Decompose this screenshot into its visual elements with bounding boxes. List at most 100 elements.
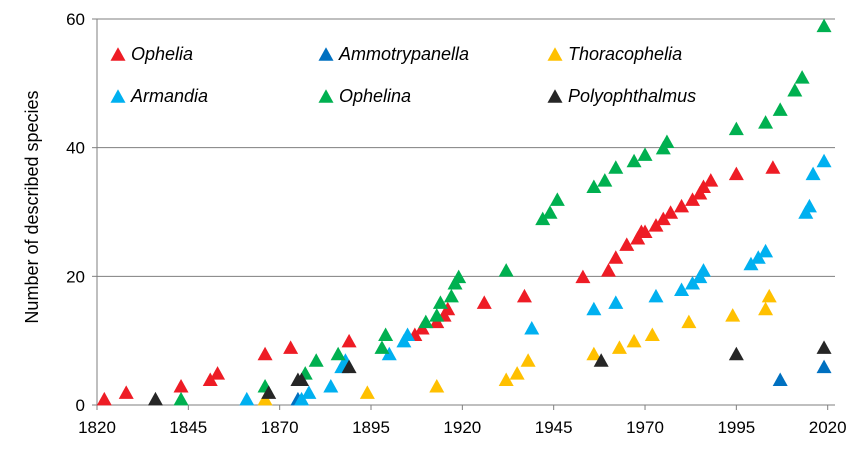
data-point-armandia [323, 378, 339, 393]
x-tick-labels: 1820 1845 1870 1895 1920 1945 1970 1995 2020 [78, 418, 847, 437]
data-point-thoracophelia [681, 314, 697, 329]
data-point-ophelina [586, 179, 602, 194]
data-point-ophelia [283, 340, 299, 354]
data-point-polyophthalmus [593, 353, 609, 367]
data-point-thoracophelia [725, 308, 741, 322]
data-point-thoracophelia [611, 340, 627, 354]
data-point-ophelia [516, 288, 532, 303]
data-point-ophelia [476, 295, 492, 309]
legend-label-thoracophelia: Thoracophelia [568, 44, 682, 64]
data-point-armandia [648, 288, 664, 303]
data-point-ophelia [663, 205, 679, 219]
data-point-ophelia [674, 198, 690, 213]
data-point-armandia [674, 282, 690, 296]
data-point-ophelia [765, 160, 781, 174]
data-point-polyophthalmus [294, 372, 310, 387]
data-point-ophelia [96, 391, 112, 406]
legend-label-polyophthalmus: Polyophthalmus [568, 86, 696, 106]
legend-label-ophelina: Ophelina [339, 86, 411, 106]
data-point-polyophthalmus [728, 346, 744, 361]
data-point-polyophthalmus [147, 391, 163, 406]
y-tick-label: 20 [66, 267, 85, 286]
legend-label-ophelia: Ophelia [131, 44, 193, 64]
data-point-ophelina [794, 70, 810, 84]
data-point-thoracophelia [761, 288, 777, 303]
legend-marker-thoracophelia [547, 47, 563, 61]
x-tick-label: 1920 [443, 418, 481, 437]
data-point-ophelina [429, 308, 445, 322]
data-point-ophelia [608, 250, 624, 264]
data-point-ophelina [330, 346, 346, 361]
legend-marker-ammotrypanella [318, 47, 334, 61]
data-point-thoracophelia [520, 353, 536, 367]
data-point-armandia [301, 385, 317, 399]
data-point-armandia [586, 301, 602, 316]
axes [92, 18, 835, 410]
data-point-ophelina [659, 134, 675, 148]
x-tick-label: 1970 [626, 418, 664, 437]
data-point-ophelina [758, 115, 774, 129]
data-point-ophelina [637, 147, 653, 161]
data-point-polyophthalmus [341, 359, 357, 374]
legend: Ophelia Ammotrypanella Thoracophelia Armand… [110, 44, 696, 106]
data-point-ophelina [772, 102, 788, 116]
data-point-thoracophelia [498, 372, 514, 387]
data-point-thoracophelia [359, 385, 375, 399]
data-point-thoracophelia [644, 327, 660, 341]
data-point-ophelia [600, 263, 616, 277]
x-tick-label: 1945 [535, 418, 573, 437]
data-point-ophelina [608, 160, 624, 174]
y-tick-label: 0 [76, 396, 85, 415]
data-point-ophelina [308, 353, 324, 367]
legend-marker-armandia [110, 89, 126, 103]
data-point-armandia [524, 321, 540, 335]
data-point-ophelina [418, 314, 434, 329]
legend-marker-ophelina [318, 89, 334, 103]
data-points [96, 18, 832, 406]
data-point-ophelina [374, 340, 390, 354]
data-point-ophelina [451, 269, 467, 284]
data-point-ophelina [498, 263, 514, 277]
data-point-ophelia [341, 333, 357, 348]
data-point-thoracophelia [509, 366, 525, 380]
legend-marker-ophelia [110, 47, 126, 61]
legend-marker-polyophthalmus [547, 89, 563, 103]
data-point-ophelina [542, 205, 558, 219]
data-point-ophelia [257, 346, 273, 361]
data-point-thoracophelia [758, 301, 774, 316]
data-point-armandia [816, 153, 832, 168]
data-point-armandia [608, 295, 624, 309]
data-point-polyophthalmus [261, 385, 277, 399]
y-tick-label: 40 [66, 139, 85, 158]
legend-label-armandia: Armandia [130, 86, 208, 106]
x-tick-label: 2020 [809, 418, 847, 437]
data-point-ophelina [173, 391, 189, 406]
x-tick-label: 1995 [717, 418, 755, 437]
data-point-ophelia [637, 224, 653, 239]
data-point-polyophthalmus [816, 340, 832, 354]
x-tick-label: 1845 [169, 418, 207, 437]
data-point-ammotrypanella [816, 359, 832, 374]
data-point-ophelia [118, 385, 134, 399]
y-tick-label: 60 [66, 10, 85, 29]
data-point-ophelina [728, 121, 744, 136]
data-point-ophelina [432, 295, 448, 309]
legend-label-ammotrypanella: Ammotrypanella [338, 44, 469, 64]
data-point-ophelina [597, 173, 613, 187]
data-point-ophelina [816, 18, 832, 33]
data-point-ophelia [173, 378, 189, 393]
data-point-armandia [695, 263, 711, 277]
y-axis-title: Number of described species [22, 90, 42, 323]
data-point-armandia [805, 166, 821, 181]
data-point-ophelia [728, 166, 744, 181]
x-tick-label: 1870 [261, 418, 299, 437]
data-point-thoracophelia [586, 346, 602, 361]
data-point-ophelia [703, 173, 719, 187]
data-point-ophelia [575, 269, 591, 284]
x-tick-label: 1895 [352, 418, 390, 437]
data-point-armandia [239, 391, 255, 406]
data-point-ammotrypanella [772, 372, 788, 387]
data-point-armandia [758, 243, 774, 258]
data-point-ophelia [210, 366, 226, 380]
